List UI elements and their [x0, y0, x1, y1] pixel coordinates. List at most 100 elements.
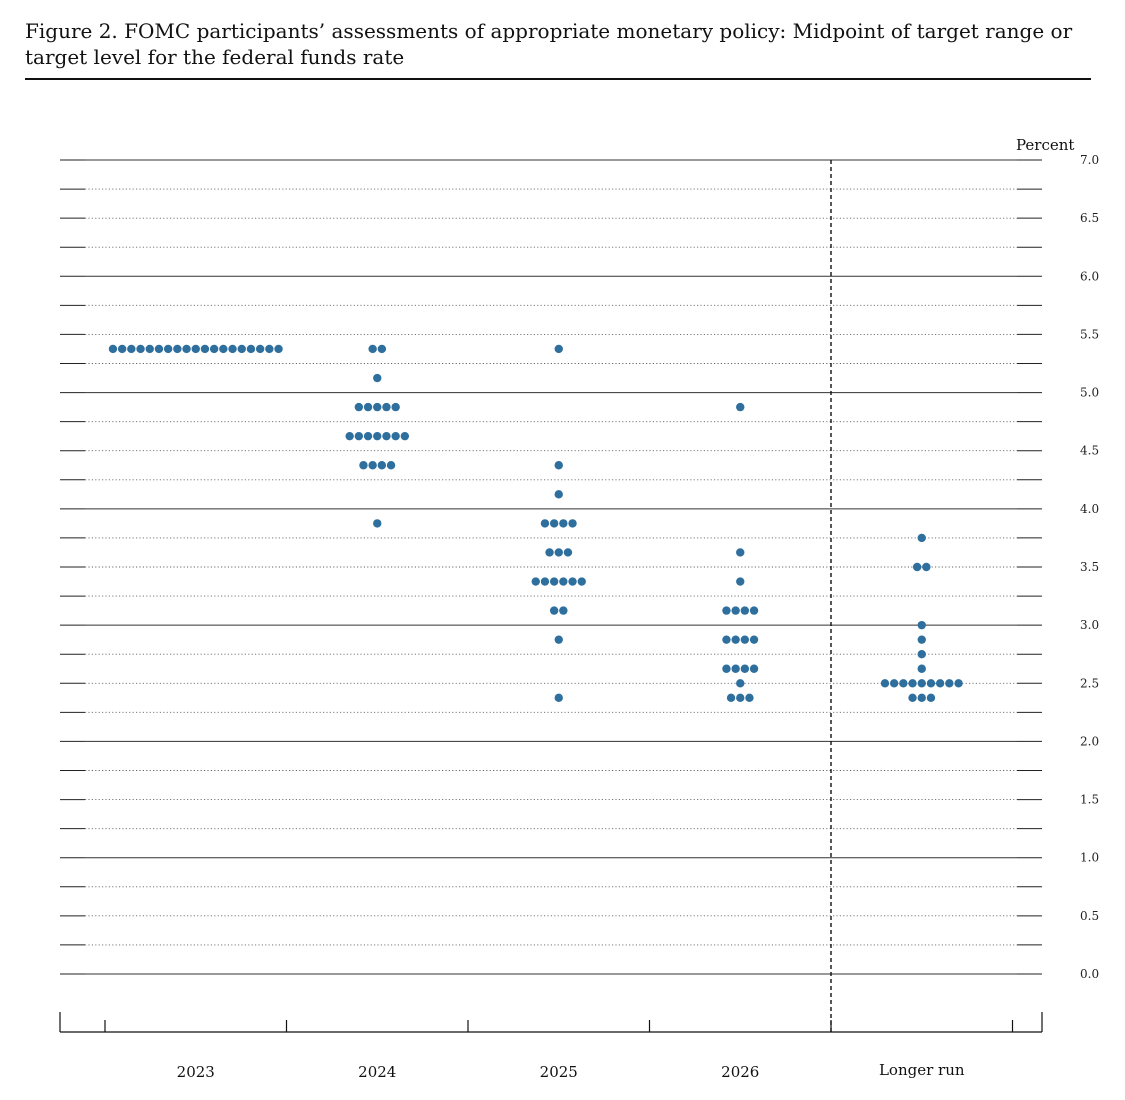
dots [108, 344, 963, 703]
dot-marker [345, 431, 354, 441]
dot-marker [740, 635, 750, 644]
dot-marker [731, 635, 740, 644]
dot-marker [559, 577, 568, 586]
y-tick-labels: 0.0 0.5 1.0 1.5 2.0 2.5 3.0 3.5 4.0 4.5 5.0 5.5 6.0 6… [1080, 153, 1099, 981]
dot-marker [209, 344, 219, 354]
dot-marker [889, 679, 899, 688]
dot-marker [726, 693, 736, 703]
dot-marker [745, 693, 754, 703]
dot-marker [749, 606, 759, 615]
dot-marker [926, 679, 936, 688]
dot-marker [549, 519, 559, 528]
dot-marker [400, 431, 410, 441]
dot-marker [577, 577, 586, 586]
y-tick-label: 0.0 [1080, 967, 1099, 981]
y-tick-label: 3.5 [1080, 560, 1099, 574]
dot-marker [899, 679, 908, 688]
dot-marker [377, 461, 387, 470]
dot-marker [740, 664, 750, 673]
dot-marker [736, 548, 745, 557]
y-tick-label: 1.0 [1080, 851, 1099, 865]
dot-marker [173, 344, 182, 354]
dot-marker [749, 635, 759, 644]
y-tick-label: 2.5 [1080, 676, 1099, 690]
dot-marker [549, 577, 559, 586]
dot-marker [935, 679, 945, 688]
dot-marker [912, 562, 922, 572]
dot-marker [363, 402, 373, 412]
dot-marker [554, 490, 563, 499]
dot-marker [736, 577, 745, 586]
dot-marker [373, 519, 382, 528]
dot-marker [917, 650, 926, 659]
y-tick-label: 4.0 [1080, 502, 1099, 516]
dot-marker [554, 344, 563, 354]
dot-marker [917, 533, 926, 543]
y-tick-label: 1.5 [1080, 793, 1099, 807]
dot-marker [926, 693, 936, 703]
dot-marker [540, 519, 550, 528]
dot-marker [237, 344, 246, 354]
dot-marker [908, 679, 917, 688]
dot-marker [182, 344, 191, 354]
y-tick-label: 6.0 [1080, 269, 1099, 283]
dot-marker [549, 606, 559, 615]
y-tick-label: 5.5 [1080, 327, 1099, 341]
dot-marker [265, 344, 274, 354]
dot-marker [540, 577, 550, 586]
dot-marker [731, 606, 740, 615]
x-category-labels: 2023 2024 2025 2026 Longer run [177, 1061, 965, 1081]
dot-marker [945, 679, 954, 688]
dot-marker [108, 344, 118, 354]
x-category-label: 2024 [358, 1063, 396, 1081]
dot-marker [373, 373, 382, 383]
dot-marker [391, 431, 400, 441]
dot-marker [354, 402, 364, 412]
dot-marker [917, 620, 926, 630]
y-tick-label: 5.0 [1080, 386, 1099, 400]
dot-marker [386, 461, 396, 470]
dot-marker [368, 461, 377, 470]
dot-marker [191, 344, 200, 354]
dot-marker [377, 344, 387, 354]
dot-marker [740, 606, 750, 615]
y-tick-label: 6.5 [1080, 211, 1099, 225]
dot-marker [391, 402, 400, 412]
grid-lines [60, 159, 1042, 975]
dot-marker [219, 344, 228, 354]
y-tick-label: 3.0 [1080, 618, 1099, 632]
dot-marker [568, 577, 577, 586]
dot-marker [145, 344, 154, 354]
dot-marker [722, 635, 731, 644]
dot-marker [359, 461, 368, 470]
dot-marker [200, 344, 210, 354]
dot-marker [554, 461, 563, 470]
dot-marker [917, 679, 926, 688]
dot-marker [568, 519, 577, 528]
dot-marker [554, 693, 563, 703]
dot-marker [731, 664, 740, 673]
dot-marker [368, 344, 377, 354]
dot-marker [954, 679, 963, 688]
dot-marker [559, 519, 568, 528]
dot-marker [246, 344, 256, 354]
dot-marker [531, 577, 540, 586]
y-axis-label: Percent [1016, 136, 1074, 154]
dot-marker [736, 693, 745, 703]
y-tick-label: 7.0 [1080, 153, 1099, 167]
dot-marker [545, 548, 554, 557]
dot-marker [559, 606, 568, 615]
dot-marker [382, 402, 391, 412]
dot-marker [382, 431, 391, 441]
dot-marker [274, 344, 283, 354]
dot-marker [228, 344, 237, 354]
x-category-label: 2025 [540, 1063, 578, 1081]
y-tick-label: 0.5 [1080, 909, 1099, 923]
x-axis [59, 160, 1043, 1033]
dot-marker [554, 635, 563, 644]
dot-marker [136, 344, 145, 354]
dot-marker [880, 679, 890, 688]
dot-marker [736, 679, 745, 688]
dot-marker [363, 431, 373, 441]
